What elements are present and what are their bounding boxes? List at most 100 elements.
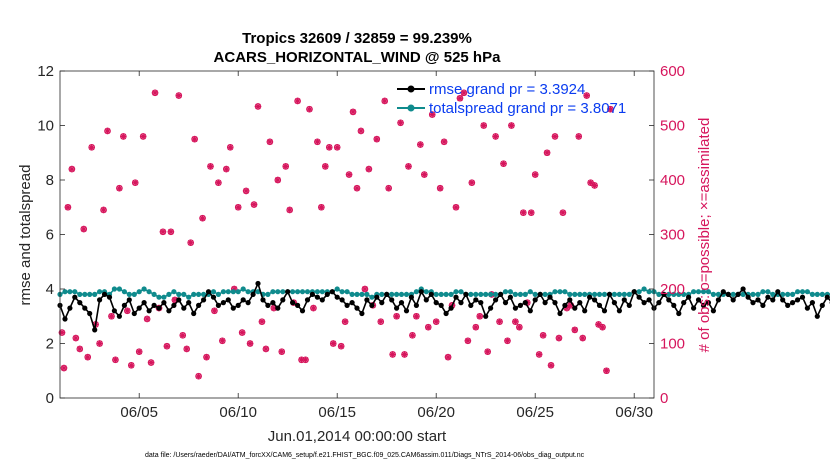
obs-assimilated-marker: [195, 373, 202, 380]
totalspread-point: [181, 291, 187, 297]
totalspread-point: [809, 291, 816, 297]
rmse-point: [824, 294, 830, 300]
totalspread-point: [760, 289, 766, 295]
obs-assimilated-marker: [191, 135, 198, 143]
x-tick-label: 06/10: [219, 404, 257, 421]
obs-assimilated-marker: [520, 209, 527, 216]
x-axis-label: Jun.01,2014 00:00:00 start: [268, 428, 447, 445]
rmse-point: [532, 297, 538, 303]
obs-assimilated-marker: [171, 296, 179, 304]
obs-assimilated-marker: [147, 359, 155, 366]
totalspread-point: [121, 289, 127, 295]
obs-assimilated-marker: [334, 144, 341, 151]
rmse-point: [730, 297, 736, 303]
totalspread-point: [656, 291, 662, 297]
rmse-point: [67, 305, 73, 311]
right-tick-label: 200: [660, 281, 685, 298]
totalspread-point: [527, 289, 533, 295]
obs-assimilated-marker: [381, 97, 388, 105]
totalspread-point: [577, 291, 583, 297]
totalspread-point: [676, 291, 682, 297]
totalspread-point: [626, 291, 632, 297]
obs-assimilated-marker: [393, 313, 400, 320]
totalspread-point: [379, 291, 385, 297]
rmse-point: [324, 291, 330, 297]
totalspread-point: [166, 291, 172, 297]
rmse-point: [507, 294, 513, 300]
obs-assimilated-marker: [246, 340, 254, 347]
obs-assimilated-marker: [266, 138, 274, 146]
x-tick-label: 06/30: [615, 404, 653, 421]
obs-assimilated-marker: [579, 334, 586, 342]
legend-rmse-label: rmse grand pr = 3.3924: [429, 81, 585, 98]
totalspread-point: [196, 291, 202, 297]
rmse-point: [369, 302, 375, 308]
rmse-point: [819, 302, 825, 308]
rmse-point: [765, 294, 771, 300]
obs-assimilated-marker: [365, 165, 373, 173]
totalspread-point: [225, 289, 231, 295]
rmse-point: [136, 305, 142, 311]
obs-assimilated-marker: [516, 323, 523, 331]
left-tick-label: 0: [46, 390, 54, 407]
rmse-point: [309, 291, 315, 297]
rmse-point: [710, 308, 717, 314]
rmse-point: [408, 294, 414, 300]
rmse-point: [656, 300, 662, 306]
obs-assimilated-marker: [484, 348, 491, 355]
totalspread-point: [512, 291, 519, 297]
rmse-point: [126, 297, 132, 303]
totalspread-point: [235, 289, 241, 295]
rmse-point: [220, 300, 226, 306]
obs-assimilated-marker: [254, 103, 262, 110]
obs-assimilated-marker: [508, 122, 515, 129]
totalspread-point: [621, 291, 627, 297]
rmse-point: [720, 289, 726, 295]
rmse-point: [111, 308, 117, 314]
obs-assimilated-marker: [559, 209, 567, 216]
rmse-series: [57, 280, 830, 333]
rmse-point: [666, 297, 672, 303]
rmse-point: [77, 300, 83, 306]
rmse-point: [814, 313, 820, 319]
right-tick-label: 0: [660, 390, 668, 407]
totalspread-point: [354, 291, 360, 297]
rmse-point: [339, 297, 345, 303]
rmse-point: [438, 302, 444, 308]
obs-assimilated-marker: [60, 364, 68, 372]
rmse-point: [106, 294, 113, 300]
rmse-point: [82, 305, 88, 311]
obs-assimilated-marker: [591, 182, 598, 189]
totalspread-point: [443, 291, 449, 297]
obs-assimilated-marker: [607, 105, 614, 113]
rmse-point: [97, 297, 103, 303]
rmse-point: [453, 294, 459, 300]
obs-assimilated-marker: [238, 329, 246, 336]
rmse-point: [770, 297, 776, 303]
totalspread-point: [646, 289, 652, 295]
rmse-point: [359, 310, 365, 317]
totalspread-point: [438, 291, 444, 297]
rmse-point: [215, 302, 221, 308]
obs-assimilated-marker: [472, 323, 479, 331]
rmse-point: [795, 297, 801, 303]
rmse-point: [611, 300, 618, 306]
obs-assimilated-marker: [76, 345, 83, 353]
rmse-point: [705, 300, 712, 306]
totalspread-point: [695, 289, 702, 295]
obs-assimilated-marker: [528, 209, 535, 216]
obs-assimilated-marker: [460, 89, 468, 96]
totalspread-point: [131, 291, 137, 297]
obs-assimilated-marker: [104, 127, 111, 135]
obs-assimilated-marker: [547, 362, 555, 369]
obs-assimilated-marker: [543, 149, 551, 156]
totalspread-point: [641, 286, 647, 292]
totalspread-point: [201, 291, 207, 297]
left-axis: 0 2 4 6 8 10 12: [37, 63, 65, 407]
rmse-point: [552, 300, 558, 306]
obs-assimilated-marker: [143, 315, 151, 323]
left-tick-label: 8: [46, 172, 54, 189]
totalspread-point: [413, 289, 419, 295]
obs-assimilated-marker: [207, 163, 214, 170]
